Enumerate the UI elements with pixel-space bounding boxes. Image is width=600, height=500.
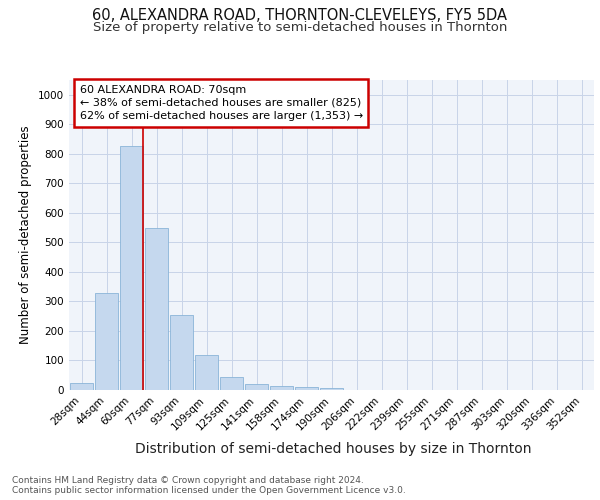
Bar bbox=[320, 388, 343, 390]
Bar bbox=[245, 384, 268, 390]
Bar bbox=[220, 377, 243, 390]
Bar bbox=[195, 355, 218, 390]
Text: 60 ALEXANDRA ROAD: 70sqm
← 38% of semi-detached houses are smaller (825)
62% of : 60 ALEXANDRA ROAD: 70sqm ← 38% of semi-d… bbox=[79, 84, 363, 121]
Bar bbox=[270, 386, 293, 390]
Bar bbox=[145, 228, 168, 390]
Text: Contains HM Land Registry data © Crown copyright and database right 2024.
Contai: Contains HM Land Registry data © Crown c… bbox=[12, 476, 406, 495]
Bar bbox=[70, 382, 93, 390]
Bar bbox=[95, 292, 118, 390]
Y-axis label: Number of semi-detached properties: Number of semi-detached properties bbox=[19, 126, 32, 344]
Text: Distribution of semi-detached houses by size in Thornton: Distribution of semi-detached houses by … bbox=[135, 442, 531, 456]
Bar bbox=[295, 387, 318, 390]
Bar bbox=[170, 314, 193, 390]
Text: Size of property relative to semi-detached houses in Thornton: Size of property relative to semi-detach… bbox=[93, 21, 507, 34]
Text: 60, ALEXANDRA ROAD, THORNTON-CLEVELEYS, FY5 5DA: 60, ALEXANDRA ROAD, THORNTON-CLEVELEYS, … bbox=[92, 8, 508, 22]
Bar bbox=[120, 146, 143, 390]
